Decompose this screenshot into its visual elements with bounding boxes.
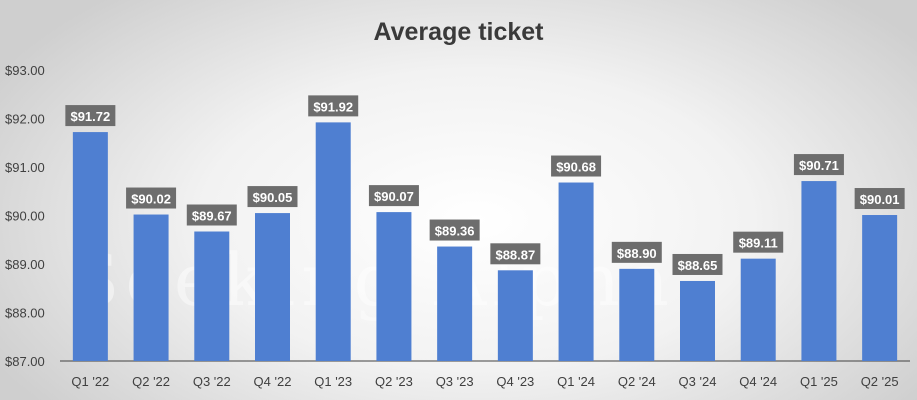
bar [315,122,351,361]
y-tick-label: $90.00 [5,209,45,224]
data-label-box [733,231,784,253]
x-tick-label: Q3 '23 [436,374,474,389]
data-label-box [490,243,541,265]
x-tick-label: Q2 '22 [132,374,170,389]
y-tick-label: $91.00 [5,160,45,175]
data-label: $90.05 [253,190,293,205]
x-tick-label: Q4 '24 [739,374,777,389]
data-label-box [793,154,844,176]
bar [437,246,473,361]
data-label: $89.67 [192,209,232,224]
data-label: $90.07 [374,189,414,204]
data-label-box [429,219,480,241]
y-tick-label: $87.00 [5,354,45,369]
bar [801,181,837,361]
data-label: $89.36 [435,224,475,239]
bar [862,215,898,361]
x-tick-label: Q1 '22 [71,374,109,389]
data-label: $88.65 [678,258,718,273]
data-label-box [126,187,177,209]
chart-title: Average ticket [373,18,544,46]
y-tick-label: $93.00 [5,63,45,78]
bar [619,268,655,361]
y-tick-label: $92.00 [5,112,45,127]
x-tick-label: Q1 '23 [314,374,352,389]
data-label-box [854,188,905,210]
bar [194,231,230,361]
data-label-box [611,241,662,263]
x-tick-label: Q4 '23 [496,374,534,389]
bar [72,132,108,361]
data-label-box [672,253,723,275]
data-label: $91.92 [313,99,353,114]
bar [497,270,533,361]
data-label-box [247,186,298,208]
bar [376,212,412,361]
bar [740,258,776,361]
x-tick-label: Q3 '22 [193,374,231,389]
data-label-box [186,204,237,226]
x-tick-label: Q2 '25 [861,374,899,389]
x-tick-label: Q2 '24 [618,374,656,389]
data-label: $88.90 [617,246,657,261]
x-tick-label: Q1 '25 [800,374,838,389]
bar [680,280,715,361]
data-label: $88.87 [495,247,535,262]
x-tick-label: Q1 '24 [557,374,595,389]
data-label: $91.72 [70,109,110,124]
bar [255,213,290,361]
data-label-box [368,185,419,207]
data-label: $90.01 [860,192,900,207]
data-label-box [551,155,602,177]
x-tick-label: Q3 '24 [679,374,717,389]
data-label: $89.11 [739,236,778,251]
x-tick-label: Q4 '22 [254,374,292,389]
y-tick-label: $88.00 [5,306,45,321]
bar [133,214,169,361]
bar [558,182,594,361]
data-label-box [308,95,359,117]
x-tick-label: Q2 '23 [375,374,413,389]
data-label: $90.68 [556,160,596,175]
data-label: $90.02 [131,192,171,207]
y-tick-label: $89.00 [5,257,45,272]
data-label-box [65,105,116,127]
data-label: $90.71 [799,158,839,173]
